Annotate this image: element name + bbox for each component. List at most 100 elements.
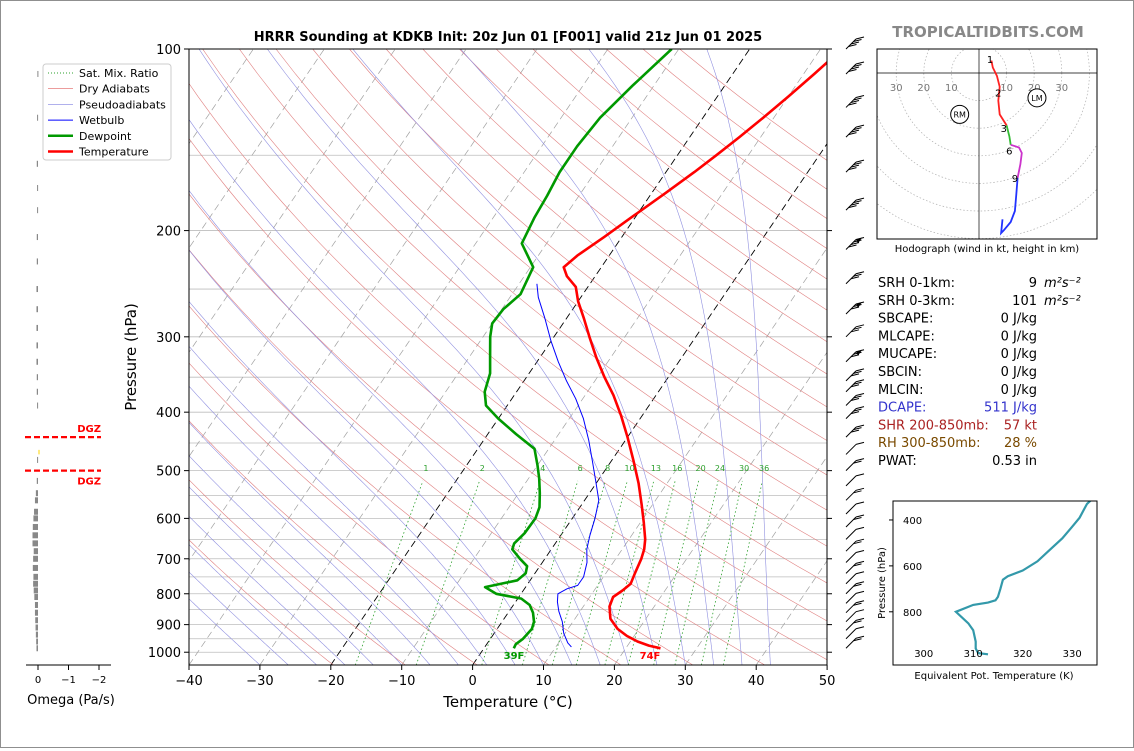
barb-staff — [845, 583, 857, 595]
legend-label: Pseudoadiabats — [79, 98, 166, 111]
dry-adiabat-line — [189, 138, 827, 661]
isotherm-line — [189, 49, 609, 665]
param-value: 9 — [1029, 276, 1037, 291]
hodograph-ring-label: 10 — [945, 83, 958, 94]
wind-barb — [845, 571, 865, 585]
omega-bar — [36, 358, 38, 365]
wind-barb — [845, 124, 865, 138]
wind-barb — [845, 159, 865, 173]
barb-flag — [853, 602, 862, 606]
barb-flag — [850, 41, 860, 45]
barb-flag — [853, 97, 862, 101]
isotherm-line — [189, 49, 325, 249]
barb-staff — [845, 460, 857, 471]
pseudoadiabat-line — [189, 455, 402, 665]
y-tick-label: 300 — [156, 331, 181, 346]
barb-flag — [850, 411, 860, 415]
omega-bar — [32, 540, 38, 547]
mixing-ratio-label: 6 — [578, 464, 583, 473]
barb-flag — [848, 205, 857, 209]
hodograph-panel: 30 20 10 10 20 30 1 2 3 6 9 RM LM Hodograph (wind in… — [876, 48, 1098, 255]
mixing-ratio-label: 13 — [651, 464, 661, 473]
omega-bar — [35, 624, 38, 631]
y-tick-label: 100 — [156, 43, 181, 58]
legend: Sat. Mix. Ratio Dry Adiabats Pseudoadiabat… — [42, 63, 172, 161]
barb-flag — [855, 124, 865, 128]
param-label: MLCIN: — [878, 383, 923, 398]
y-tick-label: 1000 — [148, 646, 181, 661]
dry-adiabat-line — [495, 49, 827, 311]
wind-barb — [845, 441, 865, 455]
barb-staff — [845, 444, 857, 455]
barb-flag — [855, 617, 865, 621]
wind-barbs — [845, 36, 865, 649]
hodograph-trace — [999, 177, 1019, 236]
dry-adiabat-line — [189, 479, 406, 665]
omega-bar — [36, 638, 38, 645]
mixing-ratio-label: 4 — [540, 464, 545, 473]
pseudoadiabat-line — [189, 421, 431, 665]
dgz-label-bottom: DGZ — [77, 477, 101, 488]
barb-flag — [850, 373, 860, 377]
barb-flag — [848, 68, 857, 72]
mixing-ratio-labels: 1 2 4 6 8 10 13 16 20 24 30 36 — [423, 464, 769, 473]
x-tick-label: −40 — [175, 674, 202, 689]
mixing-ratio-label: 10 — [624, 464, 634, 473]
mixing-ratio-line — [653, 480, 699, 665]
mixing-ratio-line — [415, 480, 480, 665]
barb-flag — [855, 368, 865, 372]
barb-flag — [855, 581, 865, 585]
barb-flag — [853, 304, 862, 307]
theta-e-x-tick-label: 310 — [964, 649, 983, 660]
barb-flag — [850, 398, 860, 402]
barb-staff — [845, 503, 857, 515]
mixing-ratio-label: 30 — [739, 464, 749, 473]
barb-staff — [845, 516, 857, 528]
wind-barb — [845, 617, 865, 631]
param-value: 101 — [1012, 294, 1037, 309]
pseudoadiabat-line — [352, 49, 686, 665]
dry-adiabat-line — [189, 249, 694, 665]
omega-bar — [36, 645, 38, 652]
barb-staff — [845, 602, 857, 614]
omega-bar — [36, 160, 38, 167]
barb-flag — [855, 473, 865, 477]
wind-barb — [845, 324, 865, 338]
omega-bar — [37, 402, 39, 409]
omega-tick-label: −1 — [61, 675, 76, 686]
barb-flag — [853, 395, 862, 399]
isotherm-line — [189, 49, 467, 458]
barb-flag — [855, 393, 865, 397]
barb-flag — [855, 590, 865, 594]
barb-flag — [853, 517, 862, 520]
barb-staff — [845, 611, 857, 623]
barb-flag — [855, 501, 865, 505]
brand-watermark: TROPICALTIDBITS.COM — [892, 23, 1084, 41]
mixing-ratio-label: 20 — [695, 464, 705, 473]
barb-flag — [855, 626, 865, 630]
barb-flag — [850, 66, 860, 70]
dry-adiabat-line — [239, 49, 827, 547]
wind-barb — [845, 538, 865, 552]
barb-flag — [855, 458, 865, 462]
param-value: 0 J/kg — [1001, 347, 1037, 362]
param-label: DCAPE: — [878, 401, 926, 416]
storm-motion-rm-label: RM — [953, 110, 966, 119]
omega-bar — [33, 555, 38, 562]
y-tick-label: 700 — [156, 553, 181, 568]
storm-motion-lm-label: LM — [1031, 94, 1042, 103]
omega-bar — [36, 286, 38, 293]
omega-bar — [37, 185, 39, 192]
mixing-ratio-line — [354, 480, 424, 665]
barb-flag — [855, 349, 865, 353]
theta-e-x-tick-label: 330 — [1063, 649, 1082, 660]
x-tick-label: 20 — [606, 674, 623, 689]
omega-bar — [36, 324, 38, 331]
theta-e-x-label: Equivalent Pot. Temperature (K) — [914, 671, 1073, 682]
x-tick-label: −20 — [317, 674, 344, 689]
barb-flag — [853, 63, 862, 67]
wetbulb-profile-line — [536, 283, 600, 648]
barb-flag — [850, 429, 860, 433]
dry-adiabat-line — [189, 539, 334, 665]
pseudoadiabat-line — [706, 49, 771, 665]
